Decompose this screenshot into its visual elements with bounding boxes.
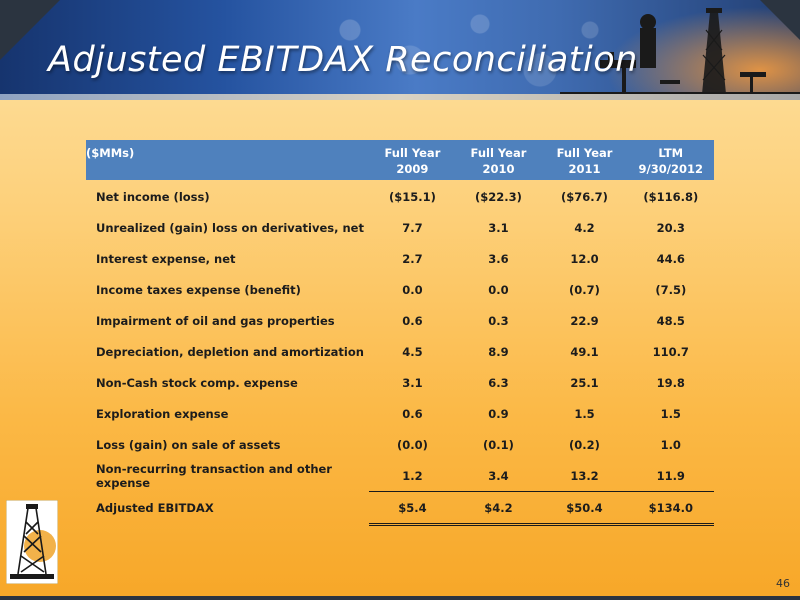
row-label: Exploration expense xyxy=(96,406,229,421)
total-row: Adjusted EBITDAX $5.4 $4.2 $50.4 $134.0 xyxy=(86,491,714,526)
cell-value: 11.9 xyxy=(656,468,685,483)
table-row: Loss (gain) on sale of assets (0.0) (0.1… xyxy=(86,429,714,460)
row-label: Net income (loss) xyxy=(96,190,210,204)
cell-value: 4.5 xyxy=(402,344,423,359)
cell-value: 0.3 xyxy=(488,313,509,328)
cell-value: 1.5 xyxy=(574,406,595,421)
cell-value: 7.7 xyxy=(402,220,423,235)
cell-value: 3.4 xyxy=(488,468,509,483)
cell-value: (0.1) xyxy=(483,437,514,452)
oil-derrick-logo-icon xyxy=(6,500,58,584)
cell-value: 19.8 xyxy=(656,375,685,390)
row-label: Interest expense, net xyxy=(96,251,236,266)
title-banner: Adjusted EBITDAX Reconciliation xyxy=(0,0,800,100)
cell-value: 22.9 xyxy=(570,313,599,328)
cell-value: 49.1 xyxy=(570,344,599,359)
cell-value: ($116.8) xyxy=(643,190,699,204)
cell-value: (0.0) xyxy=(396,437,428,452)
cell-value: 1.0 xyxy=(660,437,681,452)
corner-decoration-right xyxy=(760,0,800,40)
ebitdax-reconciliation-table: ($MMs) Full Year 2009 Full Year 2010 Ful… xyxy=(86,140,714,526)
corner-decoration-left xyxy=(0,0,60,60)
table-row: Non-Cash stock comp. expense 3.1 6.3 25.… xyxy=(86,367,714,398)
cell-value: 1.2 xyxy=(402,468,423,483)
page-number: 46 xyxy=(776,577,790,590)
banner-bubbles-decoration xyxy=(320,0,620,94)
row-label: Unrealized (gain) loss on derivatives, n… xyxy=(96,220,364,235)
cell-value: 0.0 xyxy=(488,282,509,297)
cell-value: 25.1 xyxy=(570,375,599,390)
cell-value: (0.2) xyxy=(569,437,600,452)
row-label: Income taxes expense (benefit) xyxy=(96,282,301,297)
cell-value: 8.9 xyxy=(488,344,509,359)
row-label: Impairment of oil and gas properties xyxy=(96,313,335,328)
cell-value: 3.1 xyxy=(402,375,423,390)
cell-value: 44.6 xyxy=(656,251,685,266)
cell-value: $50.4 xyxy=(541,491,628,526)
cell-value: 0.6 xyxy=(402,406,423,421)
column-header: Full Year 2010 xyxy=(455,140,542,180)
unit-label-header: ($MMs) xyxy=(86,140,370,180)
table-header-row: ($MMs) Full Year 2009 Full Year 2010 Ful… xyxy=(86,140,714,180)
column-header: LTM 9/30/2012 xyxy=(627,140,714,180)
row-label: Loss (gain) on sale of assets xyxy=(96,437,281,452)
slide-frame-bottom xyxy=(0,596,800,600)
row-label: Adjusted EBITDAX xyxy=(96,501,214,515)
cell-value: $5.4 xyxy=(369,491,456,526)
cell-value: ($15.1) xyxy=(388,190,436,204)
cell-value: $4.2 xyxy=(455,491,542,526)
row-label: Depreciation, depletion and amortization xyxy=(96,344,364,359)
slide-title: Adjusted EBITDAX Reconciliation xyxy=(48,40,638,80)
cell-value: 3.1 xyxy=(488,220,509,235)
cell-value: 0.9 xyxy=(488,406,509,421)
cell-value: 0.0 xyxy=(402,282,423,297)
cell-value: (0.7) xyxy=(569,282,600,297)
cell-value: ($76.7) xyxy=(561,190,608,204)
cell-value: 3.6 xyxy=(488,251,509,266)
cell-value: 4.2 xyxy=(574,220,595,235)
table-row: Unrealized (gain) loss on derivatives, n… xyxy=(86,212,714,243)
cell-value: 2.7 xyxy=(402,251,423,266)
cell-value: 110.7 xyxy=(652,344,689,359)
row-label: Non-recurring transaction and other expe… xyxy=(96,461,332,490)
cell-value: $134.0 xyxy=(627,491,714,526)
cell-value: 20.3 xyxy=(656,220,685,235)
cell-value: 1.5 xyxy=(660,406,681,421)
table-row: Income taxes expense (benefit) 0.0 0.0 (… xyxy=(86,274,714,305)
column-header: Full Year 2011 xyxy=(541,140,628,180)
column-header: Full Year 2009 xyxy=(369,140,456,180)
cell-value: ($22.3) xyxy=(475,190,522,204)
table-row: Impairment of oil and gas properties 0.6… xyxy=(86,305,714,336)
cell-value: 13.2 xyxy=(570,468,599,483)
cell-value: (7.5) xyxy=(655,282,687,297)
table-row: Depreciation, depletion and amortization… xyxy=(86,336,714,367)
cell-value: 48.5 xyxy=(656,313,685,328)
cell-value: 6.3 xyxy=(488,375,509,390)
cell-value: 12.0 xyxy=(570,251,599,266)
table-row: Non-recurring transaction and other expe… xyxy=(86,460,714,492)
row-label: Non-Cash stock comp. expense xyxy=(96,375,298,390)
table-row: Interest expense, net 2.7 3.6 12.0 44.6 xyxy=(86,243,714,274)
cell-value: 0.6 xyxy=(402,313,423,328)
table-row: Net income (loss) ($15.1) ($22.3) ($76.7… xyxy=(86,180,714,212)
table-row: Exploration expense 0.6 0.9 1.5 1.5 xyxy=(86,398,714,429)
